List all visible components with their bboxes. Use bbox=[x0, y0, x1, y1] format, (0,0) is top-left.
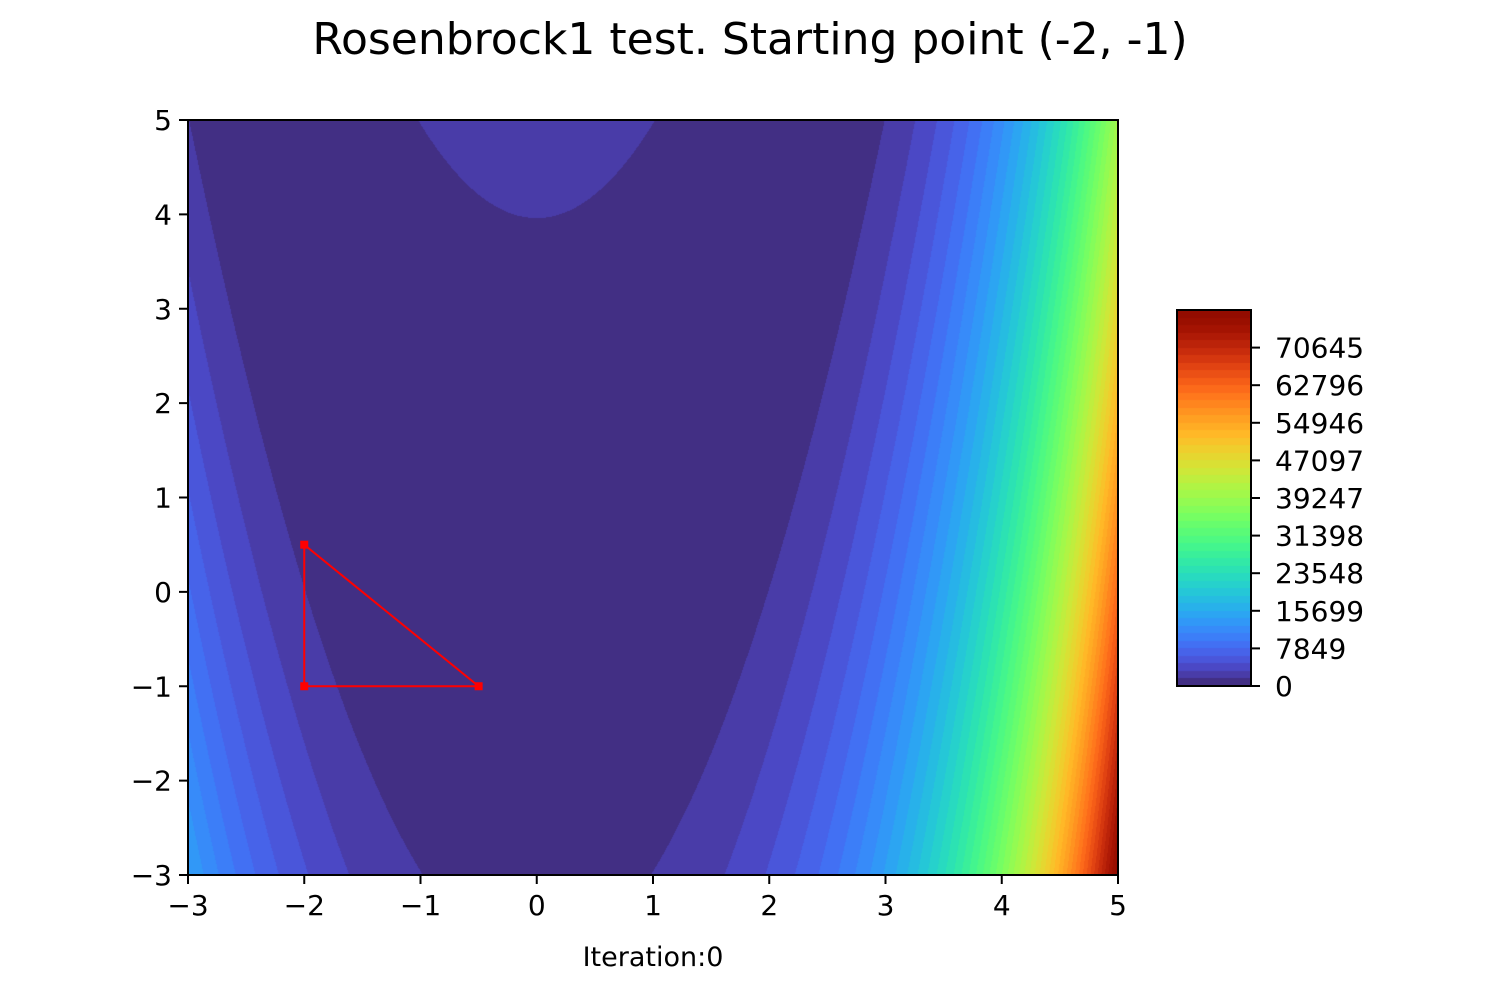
colorbar-tick-label: 31398 bbox=[1275, 520, 1364, 553]
colorbar-tick-label: 47097 bbox=[1275, 444, 1364, 477]
x-tick-label: −1 bbox=[400, 889, 441, 922]
y-tick-label: 5 bbox=[154, 104, 172, 137]
x-tick-label: −2 bbox=[284, 889, 325, 922]
x-tick-label: 2 bbox=[760, 889, 778, 922]
y-tick-label: 4 bbox=[154, 198, 172, 231]
colorbar: 0 7849 15699 23548 31398 39247 47097 54946 62796… bbox=[1176, 309, 1364, 703]
colorbar-tick-label: 0 bbox=[1275, 670, 1293, 703]
x-axis-label: Iteration:0 bbox=[582, 942, 724, 973]
x-tick-label: 1 bbox=[644, 889, 662, 922]
colorbar-tick-label: 23548 bbox=[1275, 557, 1364, 590]
x-axis: −3 −2 −1 0 1 2 3 4 5 bbox=[167, 875, 1127, 922]
contour-fill bbox=[188, 120, 1118, 875]
y-tick-label: 0 bbox=[154, 576, 172, 609]
chart-title: Rosenbrock1 test. Starting point (-2, -1… bbox=[312, 14, 1188, 65]
colorbar-gradient bbox=[1177, 310, 1251, 686]
colorbar-ticks: 0 7849 15699 23548 31398 39247 47097 54946 62796… bbox=[1251, 332, 1364, 703]
y-tick-label: 3 bbox=[154, 293, 172, 326]
x-tick-label: 5 bbox=[1109, 889, 1127, 922]
colorbar-tick-label: 62796 bbox=[1275, 369, 1364, 402]
simplex-vertex-2 bbox=[300, 540, 309, 549]
simplex-vertex-1 bbox=[474, 682, 483, 691]
plot-area bbox=[188, 120, 1118, 875]
colorbar-tick-label: 70645 bbox=[1275, 332, 1364, 365]
x-tick-label: −3 bbox=[167, 889, 208, 922]
y-tick-label: 2 bbox=[154, 387, 172, 420]
y-tick-label: −3 bbox=[131, 859, 172, 892]
simplex-layer bbox=[300, 540, 483, 691]
colorbar-tick-label: 7849 bbox=[1275, 632, 1346, 665]
x-tick-label: 0 bbox=[528, 889, 546, 922]
colorbar-tick-label: 15699 bbox=[1275, 595, 1364, 628]
y-tick-label: −1 bbox=[131, 670, 172, 703]
y-tick-label: −2 bbox=[131, 765, 172, 798]
simplex-vertex-0 bbox=[300, 682, 309, 691]
y-axis: −3 −2 −1 0 1 2 3 4 5 bbox=[131, 104, 188, 892]
colorbar-tick-label: 39247 bbox=[1275, 482, 1364, 515]
y-tick-label: 1 bbox=[154, 482, 172, 515]
simplex-triangle bbox=[303, 542, 482, 688]
colorbar-tick-label: 54946 bbox=[1275, 407, 1364, 440]
x-tick-label: 4 bbox=[993, 889, 1011, 922]
x-tick-label: 3 bbox=[877, 889, 895, 922]
